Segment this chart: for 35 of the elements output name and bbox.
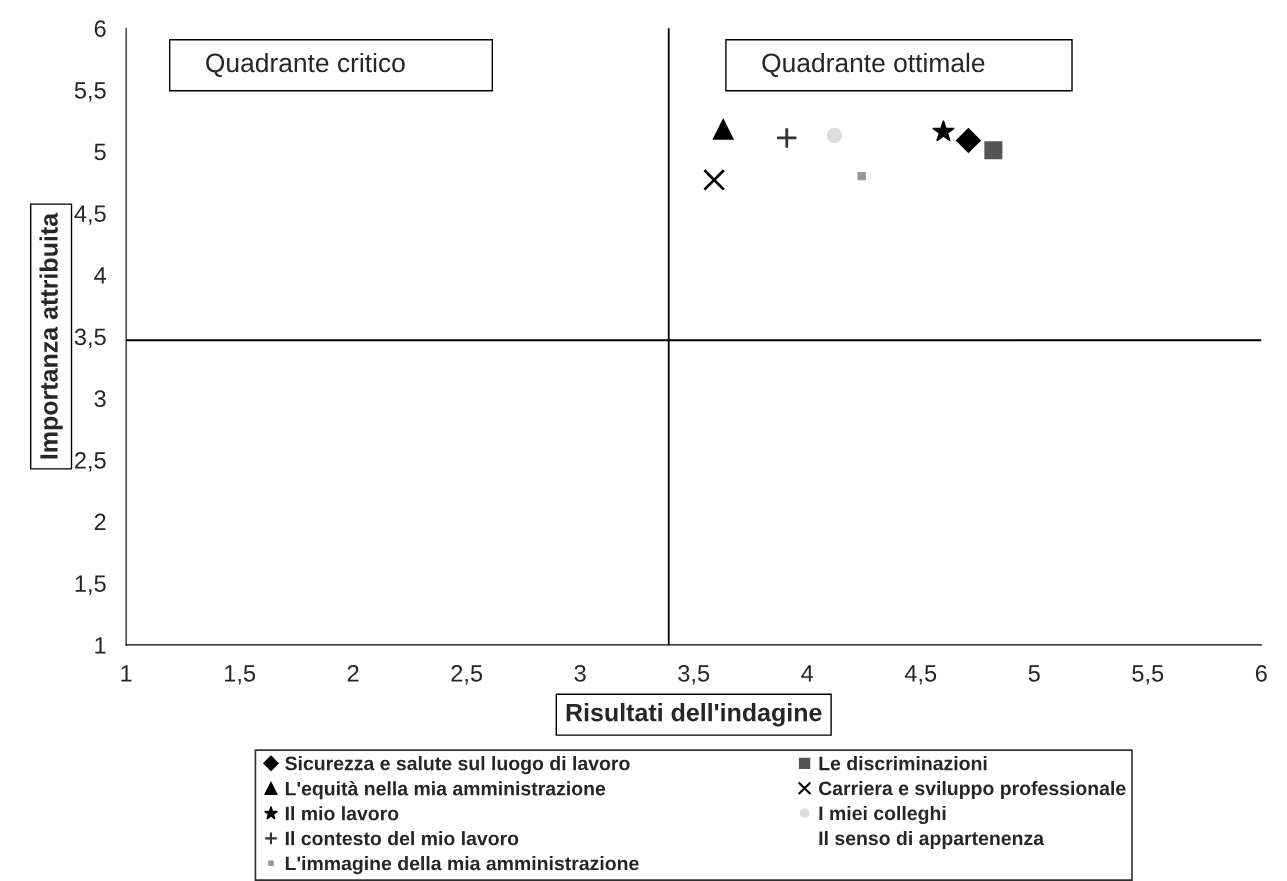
legend-label: Sicurezza e salute sul luogo di lavoro [285, 756, 630, 775]
y-tick-label: 2 [94, 513, 106, 531]
y-tick-label: 3,5 [74, 328, 106, 349]
y-tick-label: 2,5 [75, 451, 106, 472]
x-tick-label: 4 [801, 665, 814, 682]
x-tick-label: 5 [1028, 665, 1040, 682]
x-tick-label: 4,5 [904, 665, 937, 685]
x-tick-label: 6 [1255, 664, 1267, 682]
legend-label: Il mio lavoro [285, 806, 399, 821]
x-tick-label: 3,5 [678, 664, 710, 685]
x-tick-label: 1 [121, 665, 132, 682]
text: Il senso di appartenenza [819, 830, 1045, 850]
x-tick-label: 5,5 [1132, 665, 1164, 685]
y-tick-label: 6 [94, 20, 106, 37]
y-tick-label: 4 [94, 267, 106, 284]
x-tick-label: 2,5 [451, 664, 483, 685]
legend-label: Le discriminazioni [819, 756, 987, 771]
y-tick-label: 4,5 [74, 205, 106, 225]
legend-label: L'immagine della mia amministrazione [285, 856, 639, 875]
y-axis-title: Importanza attribuita [39, 212, 63, 459]
annotation: Quadrante critico [206, 52, 405, 77]
x-tick-label: 1,5 [225, 665, 256, 685]
x-axis-title: Risultati dell'indagine [566, 703, 822, 727]
legend-label: I miei colleghi [819, 805, 946, 825]
y-tick-label: 3 [94, 390, 106, 407]
x-tick-label: 3 [574, 664, 586, 682]
y-tick-label: 5,5 [74, 82, 106, 102]
annotation: Quadrante ottimale [762, 52, 985, 77]
legend-label: Il contesto del mio lavoro [285, 831, 519, 846]
y-tick-label: 1 [95, 637, 106, 654]
x-tick-label: 2 [347, 664, 359, 682]
y-tick-label: 1,5 [75, 575, 106, 595]
y-tick-label: 5 [94, 143, 106, 161]
legend-label: L'equità nella mia amministrazione [285, 781, 606, 800]
legend-label: Carriera e sviluppo professionale [818, 780, 1126, 800]
